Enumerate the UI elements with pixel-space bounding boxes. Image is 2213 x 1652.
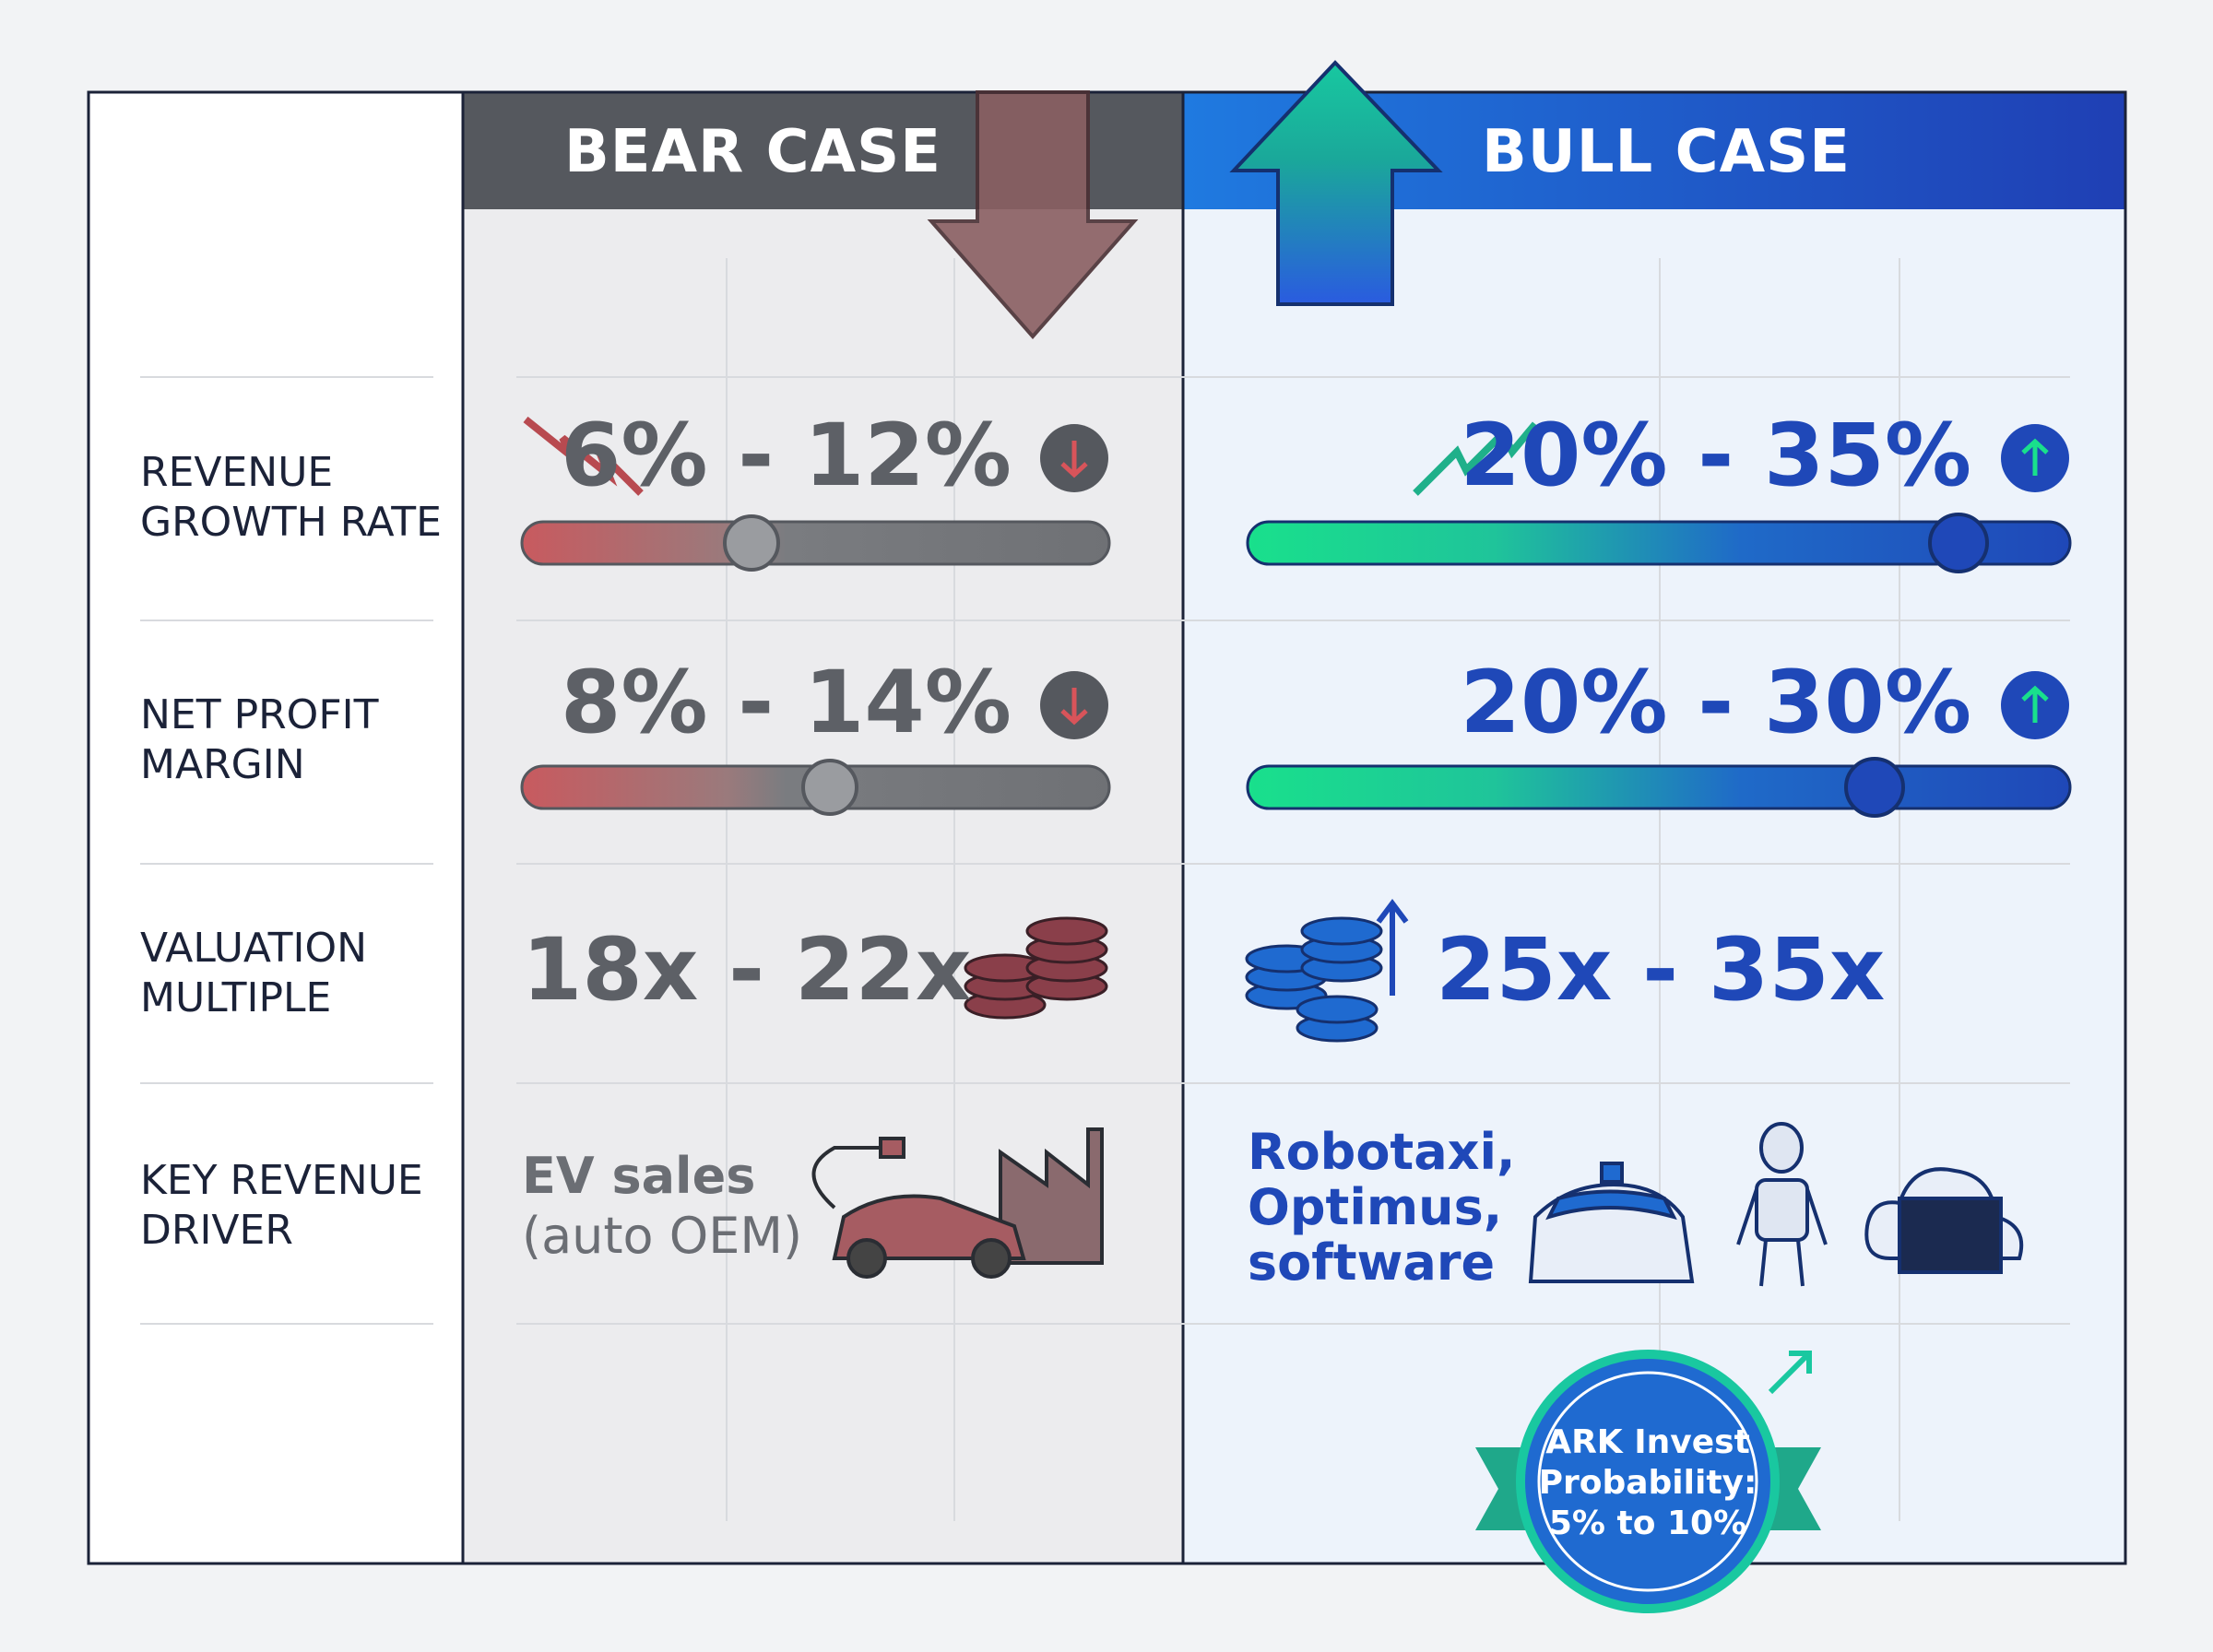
bear-value: 8% - 14%: [560, 653, 1012, 753]
bull-header: BULL CASE: [1482, 118, 1851, 186]
bull-driver: Robotaxi, Optimus, software: [1248, 1123, 1516, 1292]
badge-line: ARK Invest: [1545, 1423, 1750, 1461]
bear-slider-1: [520, 514, 1111, 572]
down-trend-icon: [523, 416, 644, 496]
bear-coins: [964, 916, 1108, 1020]
car-factory-icon: [811, 1127, 1104, 1279]
bull-column: [1183, 92, 2125, 1564]
row-label: NET PROFIT MARGIN: [140, 691, 379, 788]
robotaxi-robot-cloud-icons: [1528, 1122, 2024, 1287]
badge-line: 5% to 10%: [1548, 1504, 1747, 1542]
bull-value: 20% - 30%: [1460, 653, 1971, 753]
bear-column: [463, 92, 1183, 1564]
bull-arrow: [1229, 60, 1443, 306]
bull-slider-2: [1246, 757, 2072, 818]
bull-slider-1: [1246, 513, 2072, 573]
bull-coins: [1245, 899, 1409, 1043]
probability-badge: [1475, 1350, 1821, 1613]
bull-value: 25x - 35x: [1436, 920, 1886, 1021]
up-trend-icon: [1413, 421, 1539, 496]
badge-line: Probability:: [1538, 1464, 1757, 1502]
bear-slider-2: [520, 759, 1111, 816]
bear-arrow: [927, 90, 1139, 340]
bear-driver: EV sales: [522, 1147, 756, 1205]
row-label: REVENUE GROWTH RATE: [140, 449, 442, 546]
bull-value: 20% - 35%: [1460, 406, 1971, 506]
row-label: VALUATION MULTIPLE: [140, 925, 367, 1021]
bear-header: BEAR CASE: [564, 118, 941, 186]
bear-driver-note: (auto OEM): [522, 1207, 803, 1265]
bear-value: 6% - 12%: [560, 406, 1012, 506]
bear-value: 18x - 22x: [522, 920, 972, 1021]
row-label: KEY REVENUE DRIVER: [140, 1157, 423, 1254]
